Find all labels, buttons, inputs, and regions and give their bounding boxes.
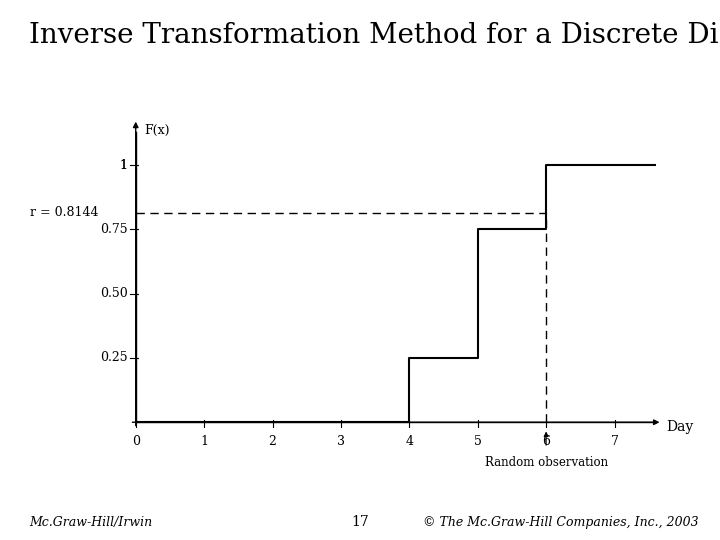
Text: 2: 2 — [269, 435, 276, 448]
Text: 0.75: 0.75 — [100, 223, 127, 236]
Text: 7: 7 — [611, 435, 618, 448]
Text: 1: 1 — [120, 159, 127, 172]
Text: Mc.Graw-Hill/Irwin: Mc.Graw-Hill/Irwin — [29, 516, 152, 529]
Text: © The Mc.Graw-Hill Companies, Inc., 2003: © The Mc.Graw-Hill Companies, Inc., 2003 — [423, 516, 698, 529]
Text: 1: 1 — [200, 435, 208, 448]
Text: 17: 17 — [351, 515, 369, 529]
Text: 0.25: 0.25 — [100, 352, 127, 365]
Text: 5: 5 — [474, 435, 482, 448]
Text: 0: 0 — [132, 435, 140, 448]
Text: 1: 1 — [120, 159, 127, 172]
Text: F(x): F(x) — [144, 124, 169, 137]
Text: 3: 3 — [337, 435, 345, 448]
Text: Day: Day — [666, 420, 693, 434]
Text: 0.50: 0.50 — [100, 287, 127, 300]
Text: 6: 6 — [542, 435, 550, 448]
Text: 4: 4 — [405, 435, 413, 448]
Text: Random observation: Random observation — [485, 456, 608, 469]
Text: Inverse Transformation Method for a Discrete Distribution: Inverse Transformation Method for a Disc… — [29, 22, 720, 49]
Text: r = 0.8144: r = 0.8144 — [30, 206, 98, 219]
